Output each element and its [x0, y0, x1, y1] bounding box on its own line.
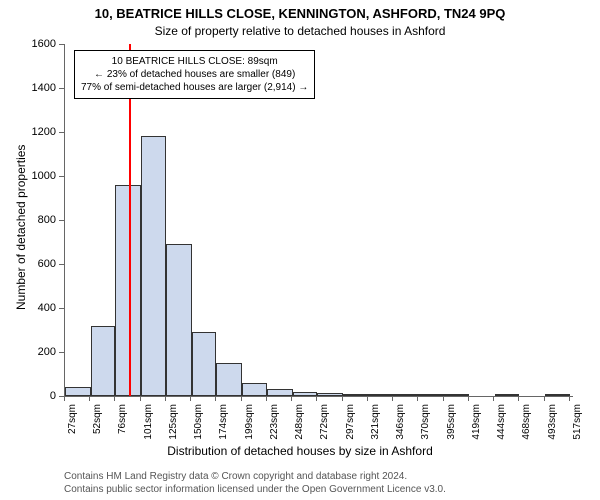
histogram-bar: [216, 363, 242, 396]
histogram-bar: [368, 394, 394, 396]
x-tick-label: 223sqm: [269, 404, 280, 440]
histogram-bar: [267, 389, 293, 396]
y-tick-label: 1600: [26, 38, 56, 50]
histogram-bar: [545, 394, 570, 396]
y-tick-mark: [59, 88, 64, 89]
histogram-bar: [317, 393, 343, 396]
histogram-bar: [343, 394, 368, 396]
x-tick-mark: [367, 396, 368, 401]
chart-title-main: 10, BEATRICE HILLS CLOSE, KENNINGTON, AS…: [0, 6, 600, 21]
y-tick-label: 200: [26, 346, 56, 358]
annotation-line-2: ← 23% of detached houses are smaller (84…: [81, 68, 308, 81]
histogram-bar: [444, 394, 469, 396]
x-tick-label: 76sqm: [117, 404, 128, 434]
y-tick-mark: [59, 264, 64, 265]
x-tick-label: 297sqm: [345, 404, 356, 440]
y-tick-mark: [59, 220, 64, 221]
histogram-bar: [141, 136, 166, 396]
histogram-bar: [495, 394, 520, 396]
histogram-bar: [65, 387, 91, 396]
y-tick-label: 0: [26, 390, 56, 402]
x-tick-label: 517sqm: [572, 404, 583, 440]
x-tick-mark: [165, 396, 166, 401]
x-tick-label: 27sqm: [67, 404, 78, 434]
x-tick-label: 370sqm: [420, 404, 431, 440]
chart-container: 10, BEATRICE HILLS CLOSE, KENNINGTON, AS…: [0, 0, 600, 500]
x-tick-mark: [215, 396, 216, 401]
x-tick-mark: [316, 396, 317, 401]
histogram-bar: [242, 383, 267, 396]
x-tick-label: 52sqm: [92, 404, 103, 434]
x-tick-mark: [89, 396, 90, 401]
x-tick-mark: [443, 396, 444, 401]
y-tick-label: 1000: [26, 170, 56, 182]
histogram-bar: [418, 394, 444, 396]
x-tick-label: 174sqm: [218, 404, 229, 440]
footer-line-1: Contains HM Land Registry data © Crown c…: [64, 470, 446, 483]
x-tick-label: 248sqm: [294, 404, 305, 440]
y-tick-label: 800: [26, 214, 56, 226]
x-tick-mark: [342, 396, 343, 401]
footer-attribution: Contains HM Land Registry data © Crown c…: [64, 470, 446, 496]
histogram-bar: [293, 392, 318, 396]
x-tick-mark: [468, 396, 469, 401]
y-tick-label: 400: [26, 302, 56, 314]
y-tick-mark: [59, 176, 64, 177]
x-tick-label: 395sqm: [446, 404, 457, 440]
annotation-box: 10 BEATRICE HILLS CLOSE: 89sqm ← 23% of …: [74, 50, 315, 99]
x-tick-label: 150sqm: [193, 404, 204, 440]
x-tick-mark: [241, 396, 242, 401]
x-tick-mark: [190, 396, 191, 401]
histogram-bar: [91, 326, 116, 396]
x-tick-label: 199sqm: [244, 404, 255, 440]
histogram-bar: [166, 244, 192, 396]
x-tick-label: 419sqm: [471, 404, 482, 440]
x-tick-mark: [140, 396, 141, 401]
annotation-line-1: 10 BEATRICE HILLS CLOSE: 89sqm: [81, 55, 308, 68]
x-axis-label: Distribution of detached houses by size …: [0, 444, 600, 458]
y-tick-mark: [59, 44, 64, 45]
x-tick-label: 272sqm: [319, 404, 330, 440]
histogram-bar: [394, 394, 419, 396]
x-tick-mark: [392, 396, 393, 401]
annotation-line-3: 77% of semi-detached houses are larger (…: [81, 81, 308, 94]
x-tick-mark: [417, 396, 418, 401]
x-tick-label: 321sqm: [370, 404, 381, 440]
chart-title-sub: Size of property relative to detached ho…: [0, 24, 600, 38]
y-tick-label: 1200: [26, 126, 56, 138]
y-tick-label: 1400: [26, 82, 56, 94]
y-tick-mark: [59, 352, 64, 353]
x-tick-mark: [569, 396, 570, 401]
y-tick-mark: [59, 132, 64, 133]
x-tick-label: 493sqm: [547, 404, 558, 440]
x-tick-mark: [64, 396, 65, 401]
x-tick-label: 468sqm: [521, 404, 532, 440]
x-tick-label: 125sqm: [168, 404, 179, 440]
x-tick-mark: [518, 396, 519, 401]
footer-line-2: Contains public sector information licen…: [64, 483, 446, 496]
y-tick-mark: [59, 308, 64, 309]
y-tick-label: 600: [26, 258, 56, 270]
x-tick-mark: [114, 396, 115, 401]
x-tick-label: 346sqm: [395, 404, 406, 440]
x-tick-label: 444sqm: [496, 404, 507, 440]
histogram-bar: [192, 332, 217, 396]
x-tick-mark: [544, 396, 545, 401]
x-tick-mark: [493, 396, 494, 401]
x-tick-mark: [266, 396, 267, 401]
x-tick-label: 101sqm: [143, 404, 154, 440]
x-tick-mark: [291, 396, 292, 401]
